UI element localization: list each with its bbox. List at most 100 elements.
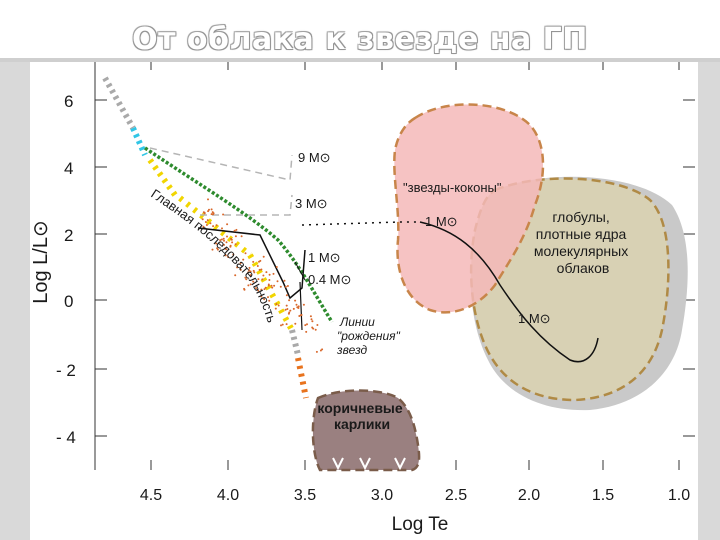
young-star-dot — [227, 256, 230, 258]
young-star-dot — [226, 235, 228, 238]
young-star-dot — [309, 315, 312, 318]
y-axis-title: Log L/L⊙ — [30, 220, 52, 304]
young-star-dot — [284, 308, 287, 311]
x-ticks — [150, 62, 680, 470]
main-sequence-band — [102, 76, 309, 399]
young-star-dot — [244, 276, 247, 279]
young-star-dot — [310, 318, 313, 321]
young-star-dot — [242, 258, 245, 261]
x-tick-label: 3.5 — [294, 487, 316, 504]
young-star-dot — [236, 266, 239, 269]
young-star-dot — [316, 324, 319, 326]
brown-dwarf-region — [311, 389, 421, 472]
young-star-dot — [247, 271, 250, 274]
young-star-dot — [252, 260, 255, 263]
young-star-dot — [223, 243, 225, 246]
slide-frame-right — [698, 62, 720, 540]
x-tick-label: 2.0 — [518, 487, 540, 504]
label-globules-line: молекулярных — [534, 243, 628, 259]
young-star-dot — [207, 198, 209, 201]
slide-frame-top — [0, 58, 720, 63]
label-birth-line-line: звезд — [336, 343, 368, 357]
y-tick-label: 0 — [64, 292, 73, 311]
y-tick-label: - 2 — [56, 361, 76, 380]
cocoon-star-region — [393, 103, 545, 314]
young-star-dot — [202, 225, 205, 228]
young-star-dot — [273, 284, 276, 287]
young-star-dot — [271, 286, 274, 289]
young-star-dot — [205, 224, 208, 226]
young-star-dot — [206, 219, 209, 222]
young-star-dot — [281, 323, 284, 326]
young-star-dot — [221, 227, 223, 230]
brown-dwarf-arrows — [332, 457, 406, 471]
x-tick-label: 1.0 — [668, 487, 690, 504]
young-star-dot — [215, 242, 218, 245]
young-star-dot — [224, 254, 227, 257]
young-star-dot — [248, 269, 251, 272]
young-star-dot — [311, 320, 314, 323]
young-star-dot — [209, 222, 212, 225]
young-star-dot — [304, 324, 307, 327]
young-star-dot — [215, 224, 218, 227]
young-star-dot — [253, 271, 256, 274]
pre-ms-tracks — [197, 221, 599, 363]
label-globules-line: плотные ядра — [536, 226, 627, 242]
young-star-dot — [210, 213, 213, 216]
young-star-dot — [297, 305, 300, 308]
young-star-dot — [294, 299, 297, 302]
young-star-dot — [229, 245, 232, 248]
young-star-dot — [314, 328, 317, 331]
young-star-dot — [239, 262, 242, 265]
evolutionary-tracks — [149, 147, 293, 216]
young-star-dot — [257, 289, 260, 292]
young-star-dot — [284, 285, 287, 288]
young-star-dot — [244, 252, 247, 255]
young-star-dot — [235, 228, 238, 231]
young-star-dot — [263, 298, 266, 301]
young-star-dot — [286, 285, 289, 287]
y-tick-label: 6 — [64, 92, 73, 111]
label-globules: глобулы, плотные ядра молекулярных облак… — [534, 209, 632, 276]
young-star-dot — [292, 307, 295, 310]
young-star-dot — [268, 299, 271, 302]
label-birth-line-line: "рождения" — [337, 329, 401, 343]
young-star-dot — [230, 238, 233, 241]
young-star-dot — [240, 235, 243, 238]
young-star-dot — [275, 266, 278, 268]
slide-title: От облака к звезде на ГП — [132, 22, 588, 57]
young-star-dot — [305, 330, 308, 333]
young-star-dot — [268, 273, 271, 276]
young-star-dot — [212, 225, 215, 228]
label-globule-mass: 1 M⊙ — [518, 311, 551, 326]
label-mass-1: 1 M⊙ — [308, 250, 341, 265]
x-axis-title: Log Te — [392, 514, 449, 535]
young-star-dot — [212, 213, 215, 216]
young-star-dot — [216, 248, 219, 251]
young-star-dot — [289, 309, 292, 312]
label-mass-3: 3 M⊙ — [295, 196, 328, 211]
young-star-dot — [260, 295, 263, 298]
young-star-dot — [298, 315, 301, 317]
young-star-dot — [275, 303, 278, 306]
young-star-dot — [263, 288, 266, 291]
young-star-dot — [288, 299, 291, 302]
x-tick-label: 4.5 — [140, 487, 162, 504]
young-star-dot — [285, 323, 288, 326]
label-brown-dwarfs-line: карлики — [334, 416, 390, 432]
young-star-dot — [252, 269, 255, 272]
young-star-dot — [248, 266, 251, 269]
young-star-dot — [256, 265, 259, 267]
y-tick-label: 2 — [64, 226, 73, 245]
label-mass-04: 0.4 M⊙ — [308, 272, 351, 287]
slide-frame-left — [0, 62, 30, 540]
label-globules-line: глобулы, — [552, 209, 609, 225]
young-star-dot — [277, 304, 280, 307]
x-tick-label: 3.0 — [371, 487, 393, 504]
y-tick-label: 4 — [64, 159, 73, 178]
young-star-dot — [280, 324, 282, 327]
label-globules-line: облаков — [557, 260, 610, 276]
birth-line — [144, 146, 334, 323]
x-tick-label: 2.5 — [445, 487, 467, 504]
